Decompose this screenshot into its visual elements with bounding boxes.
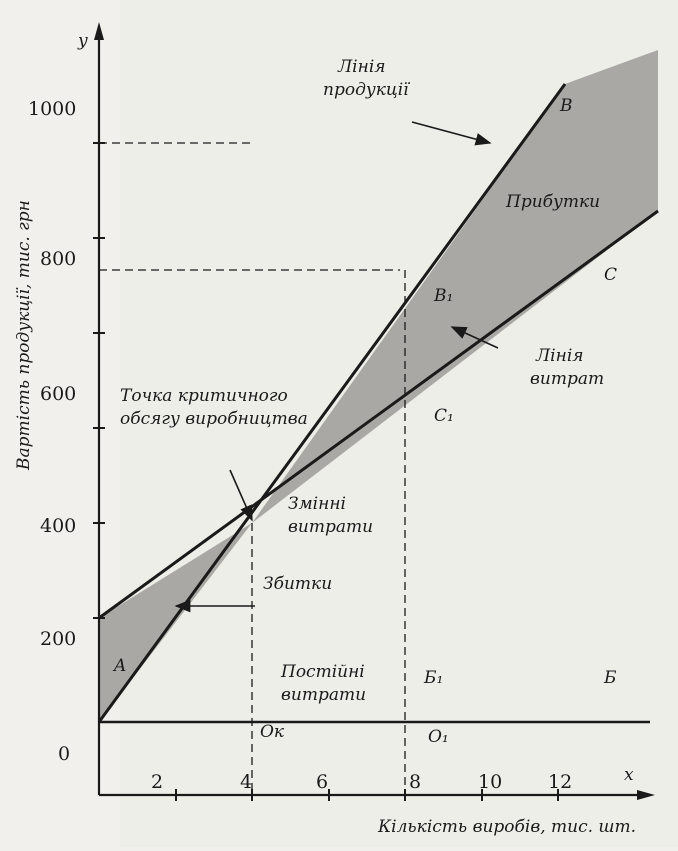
critical-point-label: Точка критичного	[120, 386, 288, 406]
x-tick-label: 2	[151, 771, 163, 793]
losses-label: Збитки	[263, 574, 332, 594]
point-c: C	[604, 265, 617, 285]
product-line-arrow	[411, 121, 492, 146]
point-b1-prime: Б₁	[423, 668, 443, 688]
profit-area	[252, 50, 658, 523]
point-b: B	[559, 96, 573, 116]
point-b1: B₁	[433, 286, 453, 306]
point-c1: C₁	[434, 406, 454, 426]
loss-area	[99, 523, 252, 722]
x-axis-arrow	[637, 790, 655, 800]
cost-line-label: витрат	[530, 369, 604, 389]
y-tick-label: 200	[40, 628, 76, 650]
point-a: A	[112, 656, 126, 676]
x-axis-letter: x	[624, 765, 634, 785]
product-line-label: продукції	[323, 80, 410, 100]
profits-label: Прибутки	[505, 192, 600, 212]
critical-point-label: обсягу виробництва	[120, 409, 308, 429]
y-axis-arrow	[94, 22, 104, 40]
y-axis-letter: y	[77, 31, 88, 51]
fixed-costs-label: Постійні	[280, 662, 365, 682]
y-tick-label: 600	[40, 383, 76, 405]
x-tick-label: 8	[409, 771, 421, 793]
point-o1: O₁	[428, 727, 449, 747]
cost-line-arrow	[450, 326, 499, 349]
point-ok: Oк	[260, 722, 285, 742]
point-b-prime: Б	[603, 668, 617, 688]
variable-costs-label: Змінні	[288, 494, 346, 514]
variable-costs-label: витрати	[288, 517, 373, 537]
y-tick-label: 1000	[28, 98, 76, 120]
x-tick-label: 4	[240, 771, 252, 793]
product-line	[97, 83, 567, 723]
critical-point-arrow	[229, 469, 253, 522]
dashed-guides	[99, 142, 406, 795]
y-axis-title: Вартість продукції, тис. грн	[14, 200, 34, 471]
x-tick-label: 6	[316, 771, 328, 793]
cost-line-label: Лінія	[535, 346, 584, 366]
x-axis-title: Кількість виробів, тис. шт.	[377, 817, 636, 837]
fixed-costs-label: витрати	[281, 685, 366, 705]
y-tick-label: 0	[58, 743, 70, 765]
x-tick-label: 12	[548, 771, 572, 793]
cost-line	[98, 209, 659, 620]
y-tick-label: 400	[40, 515, 76, 537]
x-tick-label: 10	[478, 771, 502, 793]
y-tick-label: 800	[40, 248, 76, 270]
product-line-label: Лінія	[337, 57, 386, 77]
